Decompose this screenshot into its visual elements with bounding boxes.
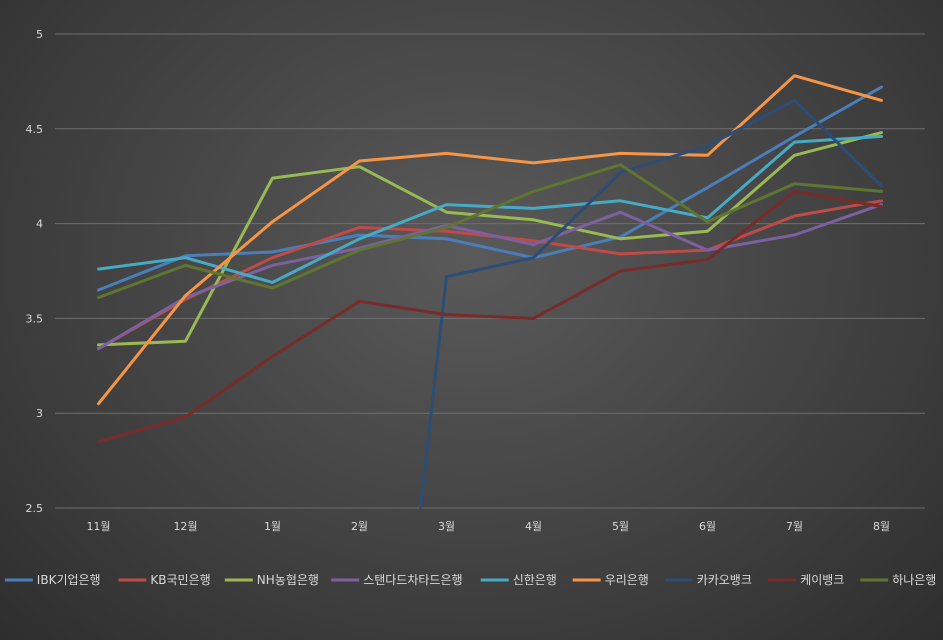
legend-item: 카카오뱅크 — [664, 573, 752, 587]
legend-label: 카카오뱅크 — [697, 573, 752, 587]
x-tick-label: 3월 — [438, 520, 455, 533]
legend-item: KB국민은행 — [118, 572, 211, 587]
series-line — [97, 85, 883, 292]
legend-label: 케이뱅크 — [800, 573, 844, 587]
legend-label: 신한은행 — [513, 572, 557, 587]
series-line — [97, 74, 883, 406]
legend-item: 우리은행 — [572, 572, 649, 587]
legend-item: 케이뱅크 — [768, 573, 844, 587]
series-line — [97, 203, 883, 351]
series-line — [418, 98, 883, 510]
x-tick-label: 11월 — [86, 520, 110, 533]
series-line — [97, 131, 883, 347]
y-tick-label: 3.5 — [26, 312, 44, 325]
series-line — [97, 189, 883, 444]
x-tick-label: 12월 — [173, 520, 197, 533]
x-tick-label: 2월 — [351, 520, 368, 533]
legend-label: 우리은행 — [605, 572, 649, 587]
x-tick-label: 8월 — [873, 520, 890, 533]
legend-label: KB국민은행 — [150, 572, 210, 587]
legend-item: IBK기업은행 — [4, 572, 101, 587]
x-tick-label: 7월 — [786, 520, 803, 533]
y-tick-label: 5 — [36, 28, 43, 41]
legend-item: 스탠다드차타드은행 — [331, 572, 463, 587]
y-tick-label: 4.5 — [26, 123, 44, 136]
legend-item: 하나은행 — [860, 572, 936, 587]
x-tick-label: 4월 — [525, 520, 542, 533]
legend-label: NH농협은행 — [257, 572, 319, 587]
y-tick-label: 4 — [36, 218, 43, 231]
legend-item: NH농협은행 — [224, 572, 319, 587]
series-line — [97, 134, 883, 284]
series-line — [97, 163, 883, 299]
legend-item: 신한은행 — [480, 572, 557, 587]
y-tick-label: 2.5 — [26, 502, 44, 515]
y-tick-label: 3 — [36, 407, 43, 420]
legend-label: 스탠다드차타드은행 — [363, 572, 462, 587]
x-tick-label: 1월 — [264, 520, 281, 533]
legend-label: 하나은행 — [892, 572, 936, 587]
x-tick-label: 6월 — [699, 520, 716, 533]
legend-label: IBK기업은행 — [37, 572, 101, 587]
x-tick-label: 5월 — [612, 520, 629, 533]
